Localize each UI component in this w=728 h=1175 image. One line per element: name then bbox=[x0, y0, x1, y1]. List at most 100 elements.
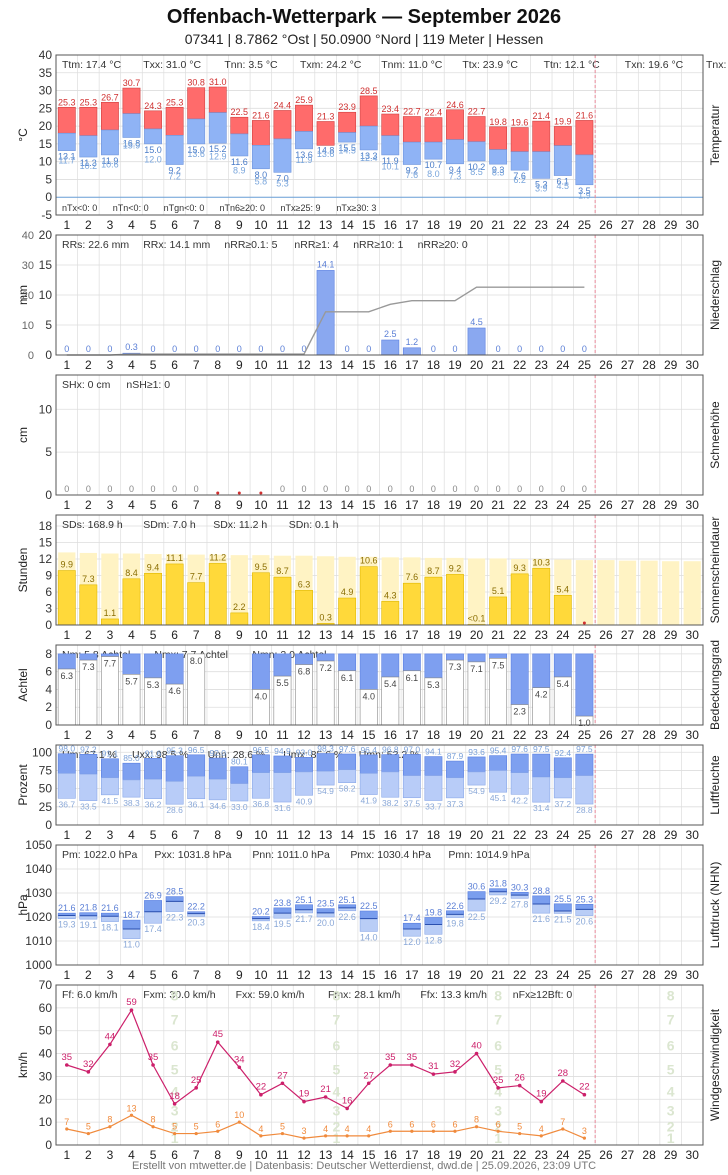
x-tick-label: 28 bbox=[642, 218, 656, 232]
umax-label: 91.1 bbox=[102, 749, 119, 759]
x-tick-label: 7 bbox=[193, 968, 200, 982]
x-tick-label: 13 bbox=[319, 1148, 333, 1162]
x-tick-label: 9 bbox=[236, 1148, 243, 1162]
tground-label: 11.7 bbox=[58, 156, 75, 166]
tmax-bar bbox=[165, 106, 184, 136]
umax-label: 96.4 bbox=[360, 745, 377, 755]
tmax-label: 23.4 bbox=[382, 104, 400, 114]
cloud-label: 5.5 bbox=[276, 678, 289, 688]
tground-label: 10.1 bbox=[382, 161, 400, 171]
pmin-label: 20.0 bbox=[317, 918, 335, 928]
x-tick-label: 21 bbox=[491, 728, 505, 742]
x-tick-label: 13 bbox=[319, 728, 333, 742]
gust-label: 32 bbox=[450, 1059, 461, 1070]
umax-label: 96.8 bbox=[382, 745, 399, 755]
x-tick-label: 1 bbox=[63, 628, 70, 642]
pressure-upper-bar bbox=[467, 891, 486, 900]
umin-label: 41.9 bbox=[360, 796, 377, 806]
tmax-bar bbox=[251, 120, 270, 146]
umin-label: 36.1 bbox=[188, 800, 205, 810]
summary-stat: nRR≥0.1: 5 bbox=[224, 239, 277, 251]
summary-stat: RRs: 22.6 mm bbox=[62, 239, 129, 251]
sunshine-bar bbox=[381, 601, 400, 626]
mean-wind-label: 3 bbox=[302, 1126, 307, 1136]
pmin-label: 27.8 bbox=[511, 899, 529, 909]
x-tick-label: 6 bbox=[171, 498, 178, 512]
summary-stat: Pnn: 1011.0 hPa bbox=[252, 849, 330, 861]
cloud-bar bbox=[144, 653, 162, 679]
snow-label: 0 bbox=[582, 484, 587, 494]
mean-wind-label: 5 bbox=[517, 1122, 522, 1132]
x-tick-label: 10 bbox=[254, 498, 268, 512]
y-tick-label: 35 bbox=[39, 66, 53, 80]
x-tick-label: 3 bbox=[107, 728, 114, 742]
x-tick-label: 6 bbox=[171, 358, 178, 372]
umax-label: 98.3 bbox=[317, 744, 334, 754]
x-tick-label: 25 bbox=[578, 358, 592, 372]
snow-label: 0 bbox=[539, 484, 544, 494]
gust-point bbox=[410, 1063, 414, 1067]
beaufort-number: 3 bbox=[667, 1103, 675, 1119]
x-tick-label: 5 bbox=[150, 1148, 157, 1162]
cloud-bar bbox=[424, 653, 443, 679]
umin-label: 37.5 bbox=[404, 799, 421, 809]
x-tick-label: 19 bbox=[448, 628, 462, 642]
mean-wind-point bbox=[65, 1127, 69, 1131]
x-tick-label: 8 bbox=[214, 628, 221, 642]
snow-label: 0 bbox=[474, 484, 479, 494]
mean-wind-label: 5 bbox=[194, 1122, 199, 1132]
y-tick-label: 5 bbox=[45, 318, 52, 332]
panel-title: Luftdruck (NHN) bbox=[708, 862, 722, 949]
x-tick-label: 24 bbox=[556, 828, 570, 842]
x-tick-label: 24 bbox=[556, 1148, 570, 1162]
x-tick-label: 29 bbox=[664, 498, 678, 512]
tmax-bar bbox=[489, 126, 508, 150]
humidity-lower-bar bbox=[57, 773, 76, 799]
precip-label: 0 bbox=[107, 344, 112, 354]
x-tick-label: 8 bbox=[214, 358, 221, 372]
pressure-lower-bar bbox=[122, 928, 141, 939]
gust-point bbox=[366, 1081, 371, 1086]
x-tick-label: 10 bbox=[254, 728, 268, 742]
x-tick-label: 12 bbox=[297, 358, 311, 372]
y-tick-label: 3 bbox=[45, 602, 52, 616]
tground-label: 12.9 bbox=[209, 151, 227, 161]
mean-wind-point bbox=[323, 1134, 328, 1138]
tmin-label: 14.8 bbox=[317, 146, 335, 156]
precip-label: 1.2 bbox=[406, 337, 419, 347]
x-tick-label: 9 bbox=[236, 628, 243, 642]
summary-stat: Txn: 19.6 °C bbox=[625, 59, 684, 71]
tground-label: 12.4 bbox=[360, 153, 378, 163]
x-tick-label: 21 bbox=[491, 358, 505, 372]
summary-stat: RRx: 14.1 mm bbox=[143, 239, 210, 251]
tground-label: 11.9 bbox=[296, 155, 313, 165]
snow-label: 0 bbox=[345, 484, 350, 494]
pressure-lower-bar bbox=[79, 915, 98, 920]
x-tick-label: 3 bbox=[107, 358, 114, 372]
x-tick-label: 18 bbox=[427, 968, 441, 982]
umin-label: 33.0 bbox=[231, 802, 248, 812]
cumulative-tick-label: 20 bbox=[22, 290, 34, 302]
tmax-label: 24.6 bbox=[446, 100, 464, 110]
gust-label: 59 bbox=[126, 997, 137, 1008]
beaufort-number: 8 bbox=[494, 987, 502, 1003]
tmean-bar bbox=[359, 125, 378, 151]
x-tick-label: 27 bbox=[621, 728, 635, 742]
tmax-label: 26.7 bbox=[101, 92, 119, 102]
umin-label: 34.6 bbox=[209, 801, 226, 811]
pressure-upper-bar bbox=[122, 919, 141, 930]
pressure-upper-bar bbox=[532, 895, 551, 905]
snow-label: 0 bbox=[517, 484, 522, 494]
summary-stat: Ffx: 13.3 km/h bbox=[420, 989, 487, 1001]
x-tick-label: 22 bbox=[513, 968, 527, 982]
mean-wind-point bbox=[388, 1129, 392, 1133]
tmax-bar bbox=[532, 120, 551, 153]
gust-point bbox=[194, 1086, 198, 1090]
x-tick-label: 11 bbox=[276, 1148, 289, 1162]
umin-label: 37.2 bbox=[555, 799, 572, 809]
mean-wind-label: 4 bbox=[539, 1124, 544, 1134]
precip-label: 0 bbox=[151, 344, 156, 354]
y-tick-label: 25 bbox=[39, 101, 53, 115]
pmax-label: 20.2 bbox=[252, 907, 270, 917]
